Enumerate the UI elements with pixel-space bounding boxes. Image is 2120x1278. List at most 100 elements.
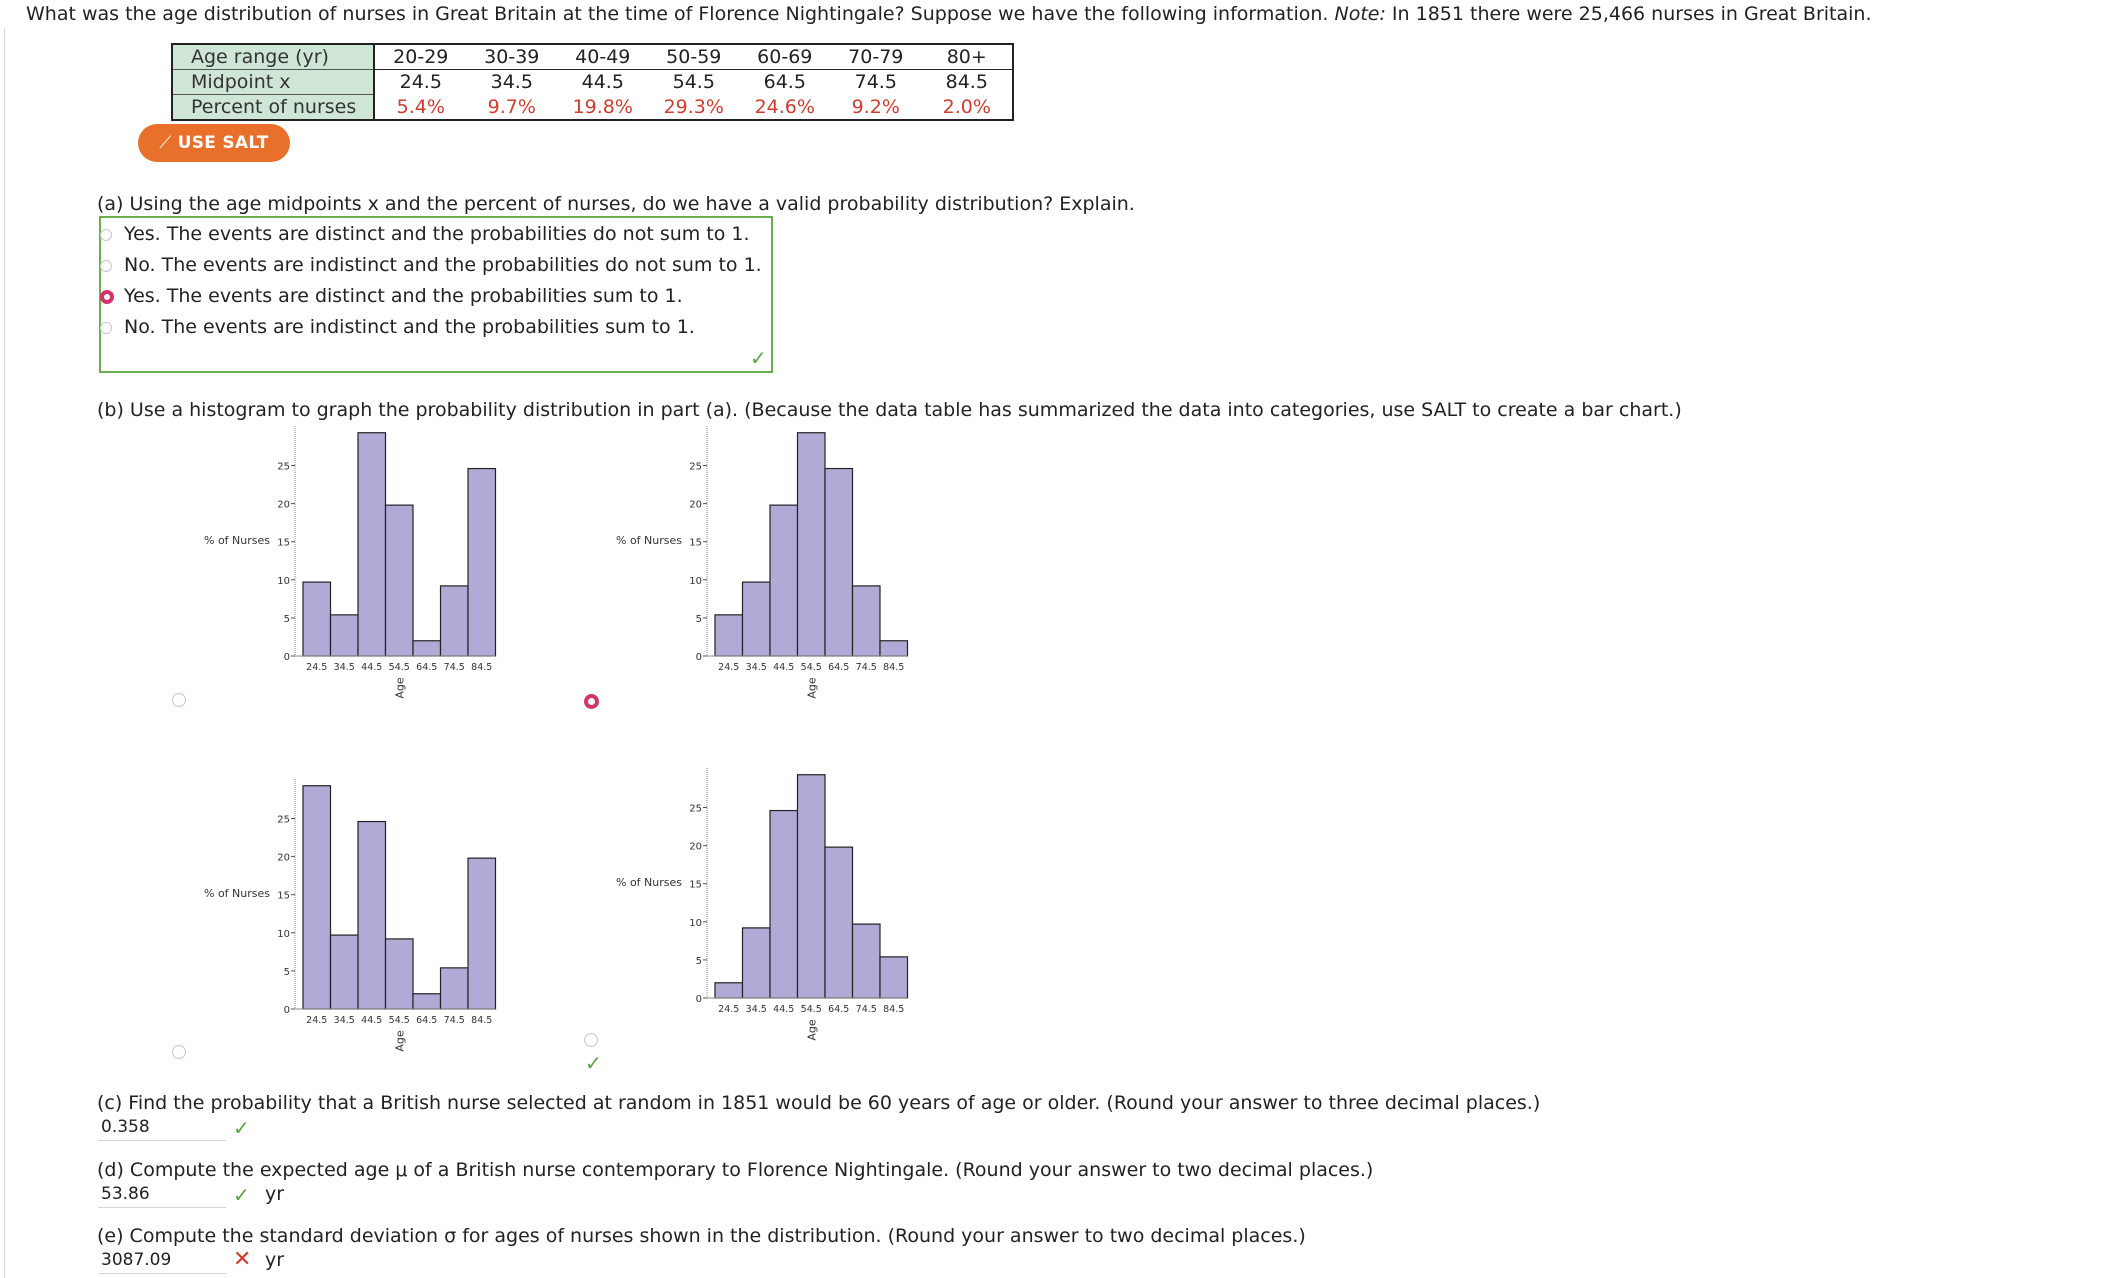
table-cell: 30-39 bbox=[466, 44, 558, 70]
histogram-bar bbox=[851, 585, 881, 657]
part-d-answer-input[interactable]: 53.86 bbox=[98, 1181, 226, 1208]
histogram-bar bbox=[329, 934, 359, 1010]
part-c-answer-input[interactable]: 0.358 bbox=[98, 1114, 226, 1141]
part-a-option-2[interactable]: No. The events are indistinct and the pr… bbox=[124, 254, 762, 276]
y-tick-label: 15 bbox=[277, 538, 290, 549]
x-axis-label: Age bbox=[805, 1019, 818, 1041]
x-tick-label: 34.5 bbox=[334, 662, 355, 673]
part-a-option-4[interactable]: No. The events are indistinct and the pr… bbox=[124, 316, 695, 338]
histogram-option-3: % of Nurses 0 5 10 15 20 25 24.5 34.5 44.5 54.5 64.… bbox=[204, 779, 497, 1052]
x-tick-label: 54.5 bbox=[801, 1004, 822, 1015]
y-tick-label: 5 bbox=[696, 956, 702, 967]
histogram-bar bbox=[824, 467, 854, 657]
y-tick-label: 0 bbox=[696, 994, 702, 1005]
y-tick-label: 25 bbox=[277, 462, 290, 473]
part-a-correct-check-icon: ✓ bbox=[750, 346, 767, 370]
histogram-bar bbox=[879, 640, 909, 657]
x-axis-label: Age bbox=[393, 1030, 406, 1052]
x-tick-label: 24.5 bbox=[306, 662, 327, 673]
histogram-bar bbox=[851, 923, 881, 999]
histogram-bar bbox=[824, 846, 854, 999]
table-cell: 54.5 bbox=[672, 71, 715, 94]
histogram-bar bbox=[302, 581, 332, 657]
table-cell: 20-29 bbox=[374, 44, 467, 70]
histogram-bar bbox=[384, 938, 414, 1010]
part-c-correct-check-icon: ✓ bbox=[233, 1116, 250, 1140]
x-axis-label: Age bbox=[805, 677, 818, 699]
y-axis-label: % of Nurses bbox=[616, 876, 682, 889]
table-cell: 2.0% bbox=[942, 95, 991, 118]
x-tick-label: 74.5 bbox=[444, 1015, 465, 1026]
table-cell: 34.5 bbox=[490, 71, 533, 94]
part-b-radio-3[interactable] bbox=[172, 1045, 186, 1059]
histogram-bar bbox=[302, 785, 332, 1010]
part-e-answer-input[interactable]: 3087.09 bbox=[98, 1247, 226, 1274]
x-tick-label: 64.5 bbox=[828, 662, 849, 673]
x-tick-label: 34.5 bbox=[746, 1004, 767, 1015]
y-tick-label: 20 bbox=[689, 842, 702, 853]
y-tick-label: 0 bbox=[696, 652, 702, 663]
part-b-radio-2-selected[interactable] bbox=[584, 694, 599, 709]
histogram-bar bbox=[329, 614, 359, 657]
chart-line-icon: ⟋ bbox=[159, 133, 172, 153]
part-b-question: (b) Use a histogram to graph the probabi… bbox=[97, 399, 1682, 421]
question-prefix: What was the age distribution of nurses … bbox=[26, 3, 1335, 25]
table-cell: 9.7% bbox=[487, 95, 536, 118]
histogram-option-1: % of Nurses 0 5 10 15 20 25 24.5 34.5 44.5 54.5 64.… bbox=[204, 426, 497, 699]
x-tick-label: 64.5 bbox=[416, 1015, 437, 1026]
x-tick-label: 84.5 bbox=[471, 1015, 492, 1026]
x-tick-label: 54.5 bbox=[801, 662, 822, 673]
histogram-bar bbox=[384, 504, 414, 657]
y-tick-label: 20 bbox=[277, 853, 290, 864]
x-tick-label: 84.5 bbox=[471, 662, 492, 673]
use-salt-button[interactable]: ⟋ USE SALT bbox=[138, 124, 290, 162]
x-tick-label: 74.5 bbox=[444, 662, 465, 673]
x-tick-label: 44.5 bbox=[361, 1015, 382, 1026]
y-tick-label: 25 bbox=[689, 462, 702, 473]
histogram-option-4: % of Nurses 0 5 10 15 20 25 24.5 34.5 44.5 54.5 64.… bbox=[616, 768, 909, 1041]
table-cell: 40-49 bbox=[557, 44, 649, 70]
histogram-bar bbox=[879, 956, 909, 999]
row-header-age-range: Age range (yr) bbox=[172, 44, 376, 70]
part-b-radio-4[interactable] bbox=[584, 1033, 598, 1047]
part-c-question: (c) Find the probability that a British … bbox=[97, 1092, 1541, 1114]
question-text: What was the age distribution of nurses … bbox=[26, 2, 1872, 26]
x-tick-label: 24.5 bbox=[306, 1015, 327, 1026]
x-tick-label: 84.5 bbox=[883, 1004, 904, 1015]
histogram-bar bbox=[357, 820, 387, 1010]
table-cell: 64.5 bbox=[763, 71, 806, 94]
table-cell: 70-79 bbox=[830, 44, 922, 70]
part-a-option-3[interactable]: Yes. The events are distinct and the pro… bbox=[124, 285, 683, 307]
table-cell: 19.8% bbox=[572, 95, 633, 118]
part-a-radio-4[interactable] bbox=[100, 322, 112, 334]
x-tick-label: 34.5 bbox=[334, 1015, 355, 1026]
table-row-midpoint: Midpoint x 24.5 34.5 44.5 54.5 64.5 74.5… bbox=[172, 69, 1013, 95]
x-tick-label: 64.5 bbox=[828, 1004, 849, 1015]
histogram-bar bbox=[769, 809, 799, 999]
y-tick-label: 5 bbox=[284, 614, 290, 625]
histogram-bar bbox=[412, 640, 442, 657]
part-a-option-1[interactable]: Yes. The events are distinct and the pro… bbox=[124, 223, 750, 245]
y-tick-label: 5 bbox=[284, 967, 290, 978]
part-a-radio-1[interactable] bbox=[100, 229, 112, 241]
histogram-bar bbox=[769, 504, 799, 657]
x-tick-label: 74.5 bbox=[856, 662, 877, 673]
table-cell: 80+ bbox=[921, 44, 1014, 70]
y-tick-label: 10 bbox=[689, 576, 702, 587]
y-tick-label: 20 bbox=[277, 500, 290, 511]
table-row-percent: Percent of nurses 5.4% 9.7% 19.8% 29.3% … bbox=[172, 94, 1013, 120]
part-e-incorrect-x-icon: ✕ bbox=[233, 1247, 252, 1272]
table-cell: 9.2% bbox=[851, 95, 900, 118]
part-a-radio-3-selected[interactable] bbox=[100, 290, 114, 304]
table-cell: 60-69 bbox=[739, 44, 831, 70]
table-cell: 24.5 bbox=[399, 71, 442, 94]
part-a-question: (a) Using the age midpoints x and the pe… bbox=[97, 193, 1135, 215]
histogram-bar bbox=[796, 774, 826, 999]
part-a-radio-2[interactable] bbox=[100, 260, 112, 272]
x-tick-label: 44.5 bbox=[773, 662, 794, 673]
histogram-bar bbox=[796, 432, 826, 657]
x-tick-label: 24.5 bbox=[718, 1004, 739, 1015]
part-b-radio-1[interactable] bbox=[172, 693, 186, 707]
table-row-age-range: Age range (yr) 20-29 30-39 40-49 50-59 6… bbox=[172, 44, 1014, 70]
x-axis-label: Age bbox=[393, 677, 406, 699]
